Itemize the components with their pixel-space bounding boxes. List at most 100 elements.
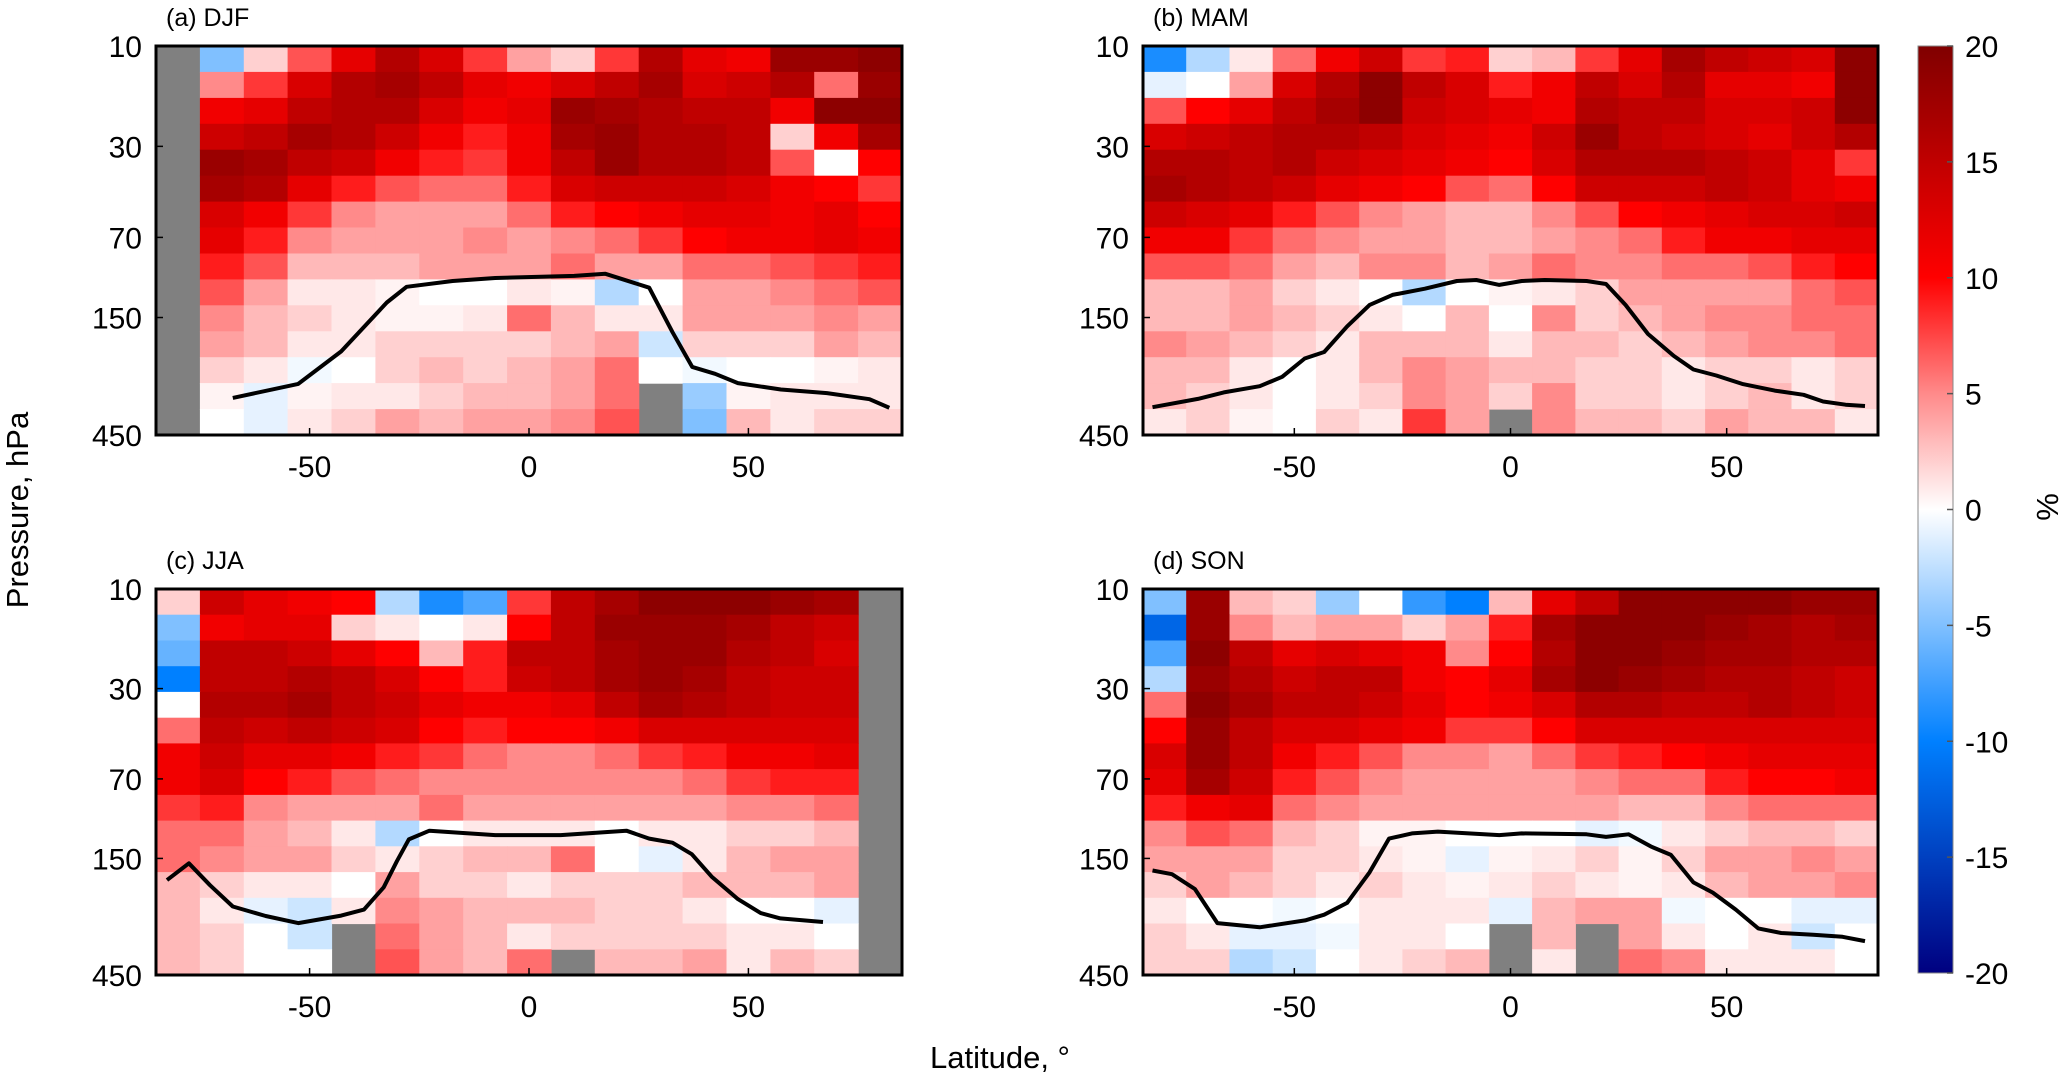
heatmap-cell	[1143, 305, 1187, 332]
heatmap-cell	[1229, 175, 1274, 203]
heatmap-cell	[1143, 123, 1187, 151]
heatmap-cell	[331, 872, 376, 899]
heatmap-cell	[1315, 820, 1360, 847]
heatmap-cell	[331, 97, 376, 125]
heatmap-cell	[1488, 640, 1533, 667]
heatmap-cell	[1143, 717, 1187, 744]
heatmap-cell	[1315, 97, 1360, 125]
heatmap-cell	[1229, 691, 1274, 719]
heatmap-cell	[419, 175, 464, 203]
heatmap-cell	[1705, 227, 1749, 254]
heatmap-cell	[375, 175, 420, 203]
heatmap-cell	[1315, 769, 1360, 796]
heatmap-cell	[1575, 383, 1620, 410]
heatmap-cell	[1445, 640, 1490, 667]
heatmap-cell	[682, 589, 728, 616]
heatmap-cell	[1791, 769, 1836, 796]
colorbar-tick-label: 5	[1965, 379, 1982, 412]
heatmap-cell	[770, 97, 815, 125]
heatmap-cell	[1272, 331, 1317, 358]
heatmap-cell	[594, 383, 640, 410]
heatmap-cell	[770, 201, 815, 229]
heatmap-cell	[1748, 253, 1793, 280]
heatmap-cell	[331, 175, 376, 203]
heatmap-cell	[770, 769, 815, 796]
heatmap-cell	[1834, 253, 1879, 280]
heatmap-cell	[1618, 743, 1663, 770]
heatmap-cell	[1445, 897, 1490, 925]
heatmap-cell	[814, 253, 859, 280]
heatmap-cell	[1402, 872, 1447, 899]
heatmap-cell	[1186, 71, 1230, 99]
heatmap-cell	[1661, 227, 1706, 254]
heatmap-cell	[1618, 149, 1663, 177]
heatmap-cell	[770, 666, 815, 693]
heatmap-cell	[1532, 409, 1576, 436]
heatmap-cell	[858, 97, 903, 125]
y-tick-label: 150	[92, 843, 142, 876]
y-tick-label: 10	[109, 31, 142, 64]
heatmap-cell	[726, 743, 771, 770]
heatmap-cell	[375, 923, 420, 950]
heatmap-cell	[1748, 949, 1793, 976]
heatmap-cell	[1834, 46, 1879, 73]
heatmap-cell	[375, 305, 420, 332]
heatmap-cell	[1272, 640, 1317, 667]
heatmap-cell	[1272, 71, 1317, 99]
heatmap-cell	[1575, 743, 1620, 770]
heatmap-cell	[1705, 279, 1749, 306]
heatmap-cell	[1661, 949, 1706, 976]
heatmap-cell	[1272, 123, 1317, 151]
heatmap-cell	[1359, 227, 1403, 254]
heatmap-cell	[1488, 743, 1533, 770]
heatmap-cell	[1402, 769, 1447, 796]
heatmap-cell	[1359, 357, 1403, 384]
heatmap-cell	[1143, 640, 1187, 667]
heatmap-cell	[1402, 149, 1447, 177]
heatmap-cell	[463, 279, 508, 306]
heatmap-cell	[1661, 614, 1706, 641]
heatmap-cell	[550, 589, 596, 616]
heatmap-cell	[331, 201, 376, 229]
heatmap-cell	[726, 357, 771, 384]
heatmap-cell	[550, 923, 596, 950]
heatmap-cell	[1618, 923, 1663, 950]
heatmap-cell	[1834, 794, 1879, 822]
heatmap-cell	[1315, 123, 1360, 151]
heatmap-cell	[1532, 227, 1576, 254]
heatmap-cell	[1575, 872, 1620, 899]
heatmap-cell	[1272, 253, 1317, 280]
tropopause-line	[232, 271, 891, 410]
heatmap-cell	[1618, 794, 1663, 822]
heatmap-cell	[1575, 794, 1620, 822]
heatmap-cell	[463, 149, 508, 177]
heatmap-cell	[1834, 897, 1879, 925]
heatmap-cell	[770, 279, 815, 306]
heatmap-cell	[1791, 666, 1836, 693]
heatmap-cell	[770, 409, 815, 436]
heatmap-cell	[1748, 589, 1793, 616]
heatmap-cell	[1532, 640, 1576, 667]
heatmap-cell	[1488, 589, 1533, 616]
heatmap-cell	[243, 923, 289, 950]
heatmap-cell	[419, 383, 464, 410]
heatmap-cell	[594, 357, 640, 384]
x-tick-label: 0	[1502, 991, 1519, 1024]
heatmap-cell	[1748, 640, 1793, 667]
heatmap-cell	[1488, 691, 1533, 719]
heatmap-cell	[638, 589, 684, 616]
heatmap-cell	[1488, 717, 1533, 744]
heatmap-cell	[419, 949, 464, 976]
heatmap-cell	[770, 46, 815, 73]
heatmap-cell	[1575, 97, 1620, 125]
heatmap-cell	[1791, 175, 1836, 203]
heatmap-cell	[594, 769, 640, 796]
heatmap-cell	[199, 846, 245, 873]
heatmap-cell	[1488, 71, 1533, 99]
heatmap-cell	[1445, 123, 1490, 151]
heatmap-cell	[156, 794, 201, 822]
heatmap-cell	[1315, 175, 1360, 203]
heatmap-cell	[858, 279, 903, 306]
heatmap-cell	[331, 71, 376, 99]
heatmap-cell	[243, 769, 289, 796]
